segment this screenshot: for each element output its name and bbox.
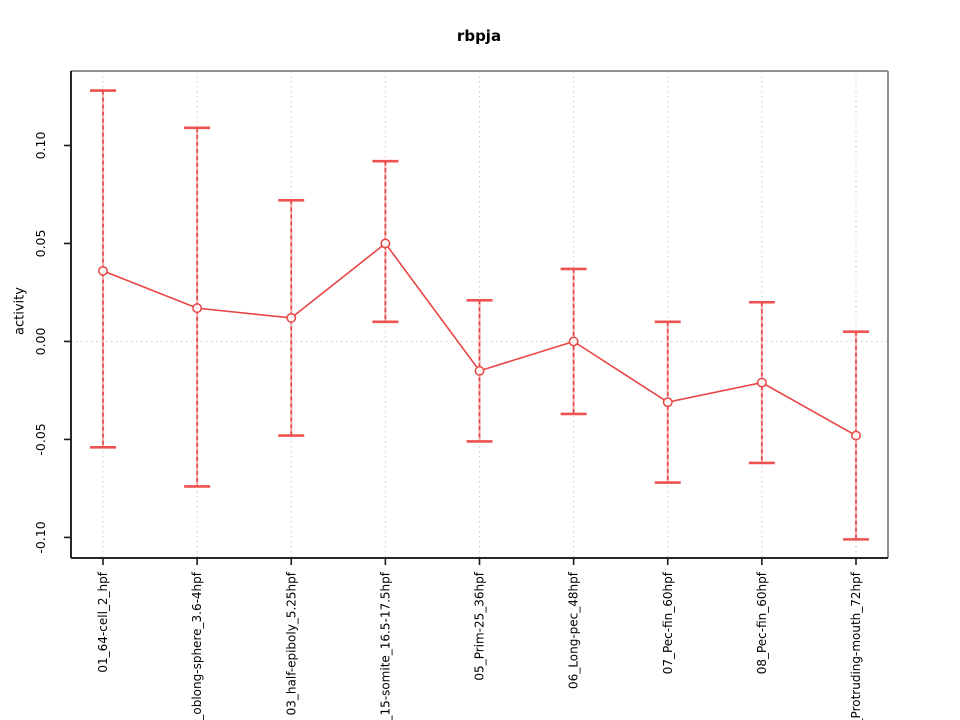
y-tick-label: 0.00: [33, 327, 48, 355]
data-point: [756, 377, 767, 388]
data-point: [662, 397, 673, 408]
data-point: [474, 365, 485, 376]
x-tick-label: 02_oblong-sphere_3.6-4hpf: [190, 571, 204, 720]
data-point: [568, 336, 579, 347]
chart-title: rbpja: [456, 27, 502, 45]
x-tick-label: 04_15-somite_16.5-17.5hpf: [378, 571, 392, 720]
data-point: [192, 303, 203, 314]
data-point: [851, 430, 861, 441]
y-tick-label: -0.05: [33, 423, 48, 455]
x-tick-label: 03_half-epiboly_5.25hpf: [284, 571, 298, 715]
x-tick-label: 01_64-cell_2_hpf: [96, 571, 110, 672]
x-tick-label: 07_Pec-fin_60hpf: [661, 571, 675, 674]
x-tick-label: 08_Pec-fin_60hpf: [755, 571, 769, 674]
y-tick-label: -0.10: [33, 521, 48, 553]
data-point: [380, 238, 391, 249]
x-tick-label: 09_Protruding-mouth_72hpf: [849, 571, 863, 720]
data-point: [286, 312, 297, 323]
x-tick-label: 06_Long-pec_48hpf: [567, 571, 581, 689]
data-point: [98, 265, 108, 276]
x-tick-label: 05_Prim-25_36hpf: [473, 571, 487, 680]
y-tick-label: 0.10: [33, 132, 48, 160]
y-tick-label: 0.05: [33, 230, 48, 258]
